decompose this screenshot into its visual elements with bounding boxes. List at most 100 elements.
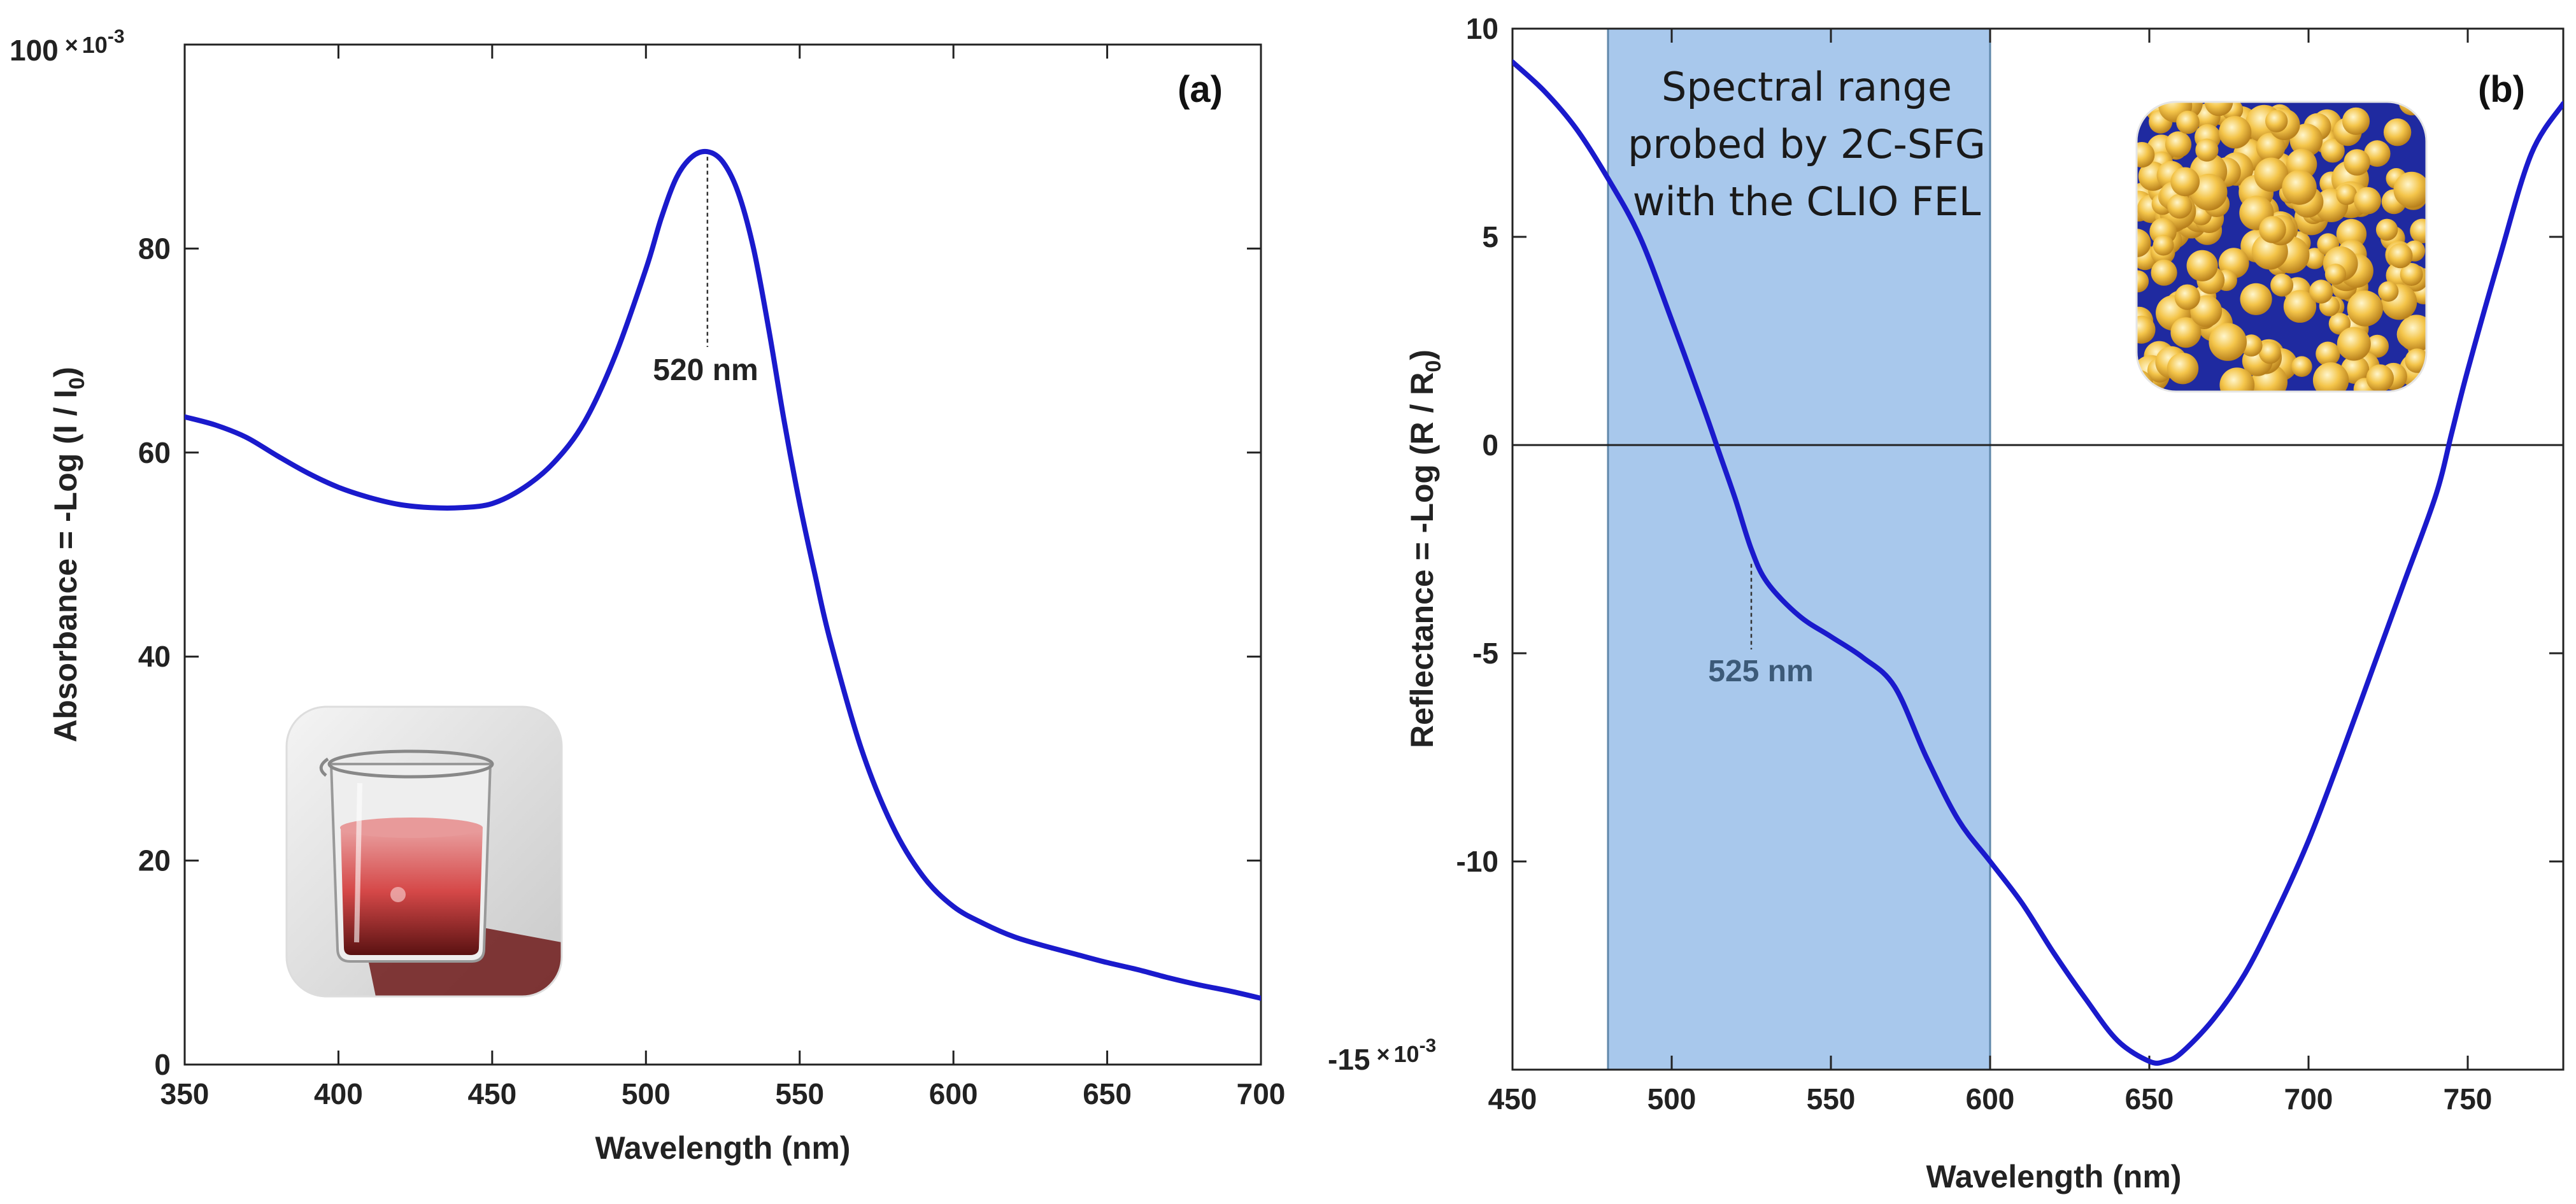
panel-b-label: (b) <box>2478 69 2525 110</box>
panel-b-y-scale-label: -15 × 10-3 <box>1328 1035 1436 1076</box>
afm-nanoparticle <box>2309 280 2333 304</box>
afm-nanoparticle <box>2151 259 2177 286</box>
panel-a-plot-frame <box>183 43 1262 1066</box>
afm-inset-frame <box>2135 101 2428 393</box>
panel-a-y-axis-title-main: Absorbance = -Log (I / I <box>48 390 83 742</box>
panel-b: 10 5 0 -5 -10 450 500 550 600 650 700 750 Spectral… <box>1328 12 2565 1194</box>
afm-nanoparticle <box>2354 187 2382 215</box>
panel-b-y-scale-value: -15 <box>1328 1043 1370 1076</box>
panel-b-y-axis-title-close: ) <box>1404 350 1440 360</box>
afm-nanoparticle <box>2137 315 2156 344</box>
afm-nanoparticle <box>2324 264 2346 285</box>
afm-nanoparticle <box>2240 283 2272 315</box>
panel-b-y-axis-title: Reflectance = -Log (R / R0) <box>1404 350 1446 748</box>
y-tick-label: -10 <box>1456 845 1498 878</box>
y-tick-label: 60 <box>138 436 171 469</box>
afm-nanoparticle <box>2153 234 2174 256</box>
panel-b-y-axis-title-subscript: 0 <box>1421 360 1446 372</box>
x-tick-label: 700 <box>1237 1077 1286 1110</box>
afm-nanoparticle <box>2282 170 2317 205</box>
x-tick-label: 400 <box>314 1077 363 1110</box>
x-tick-label: 600 <box>929 1077 978 1110</box>
afm-nanoparticle <box>2165 131 2192 158</box>
afm-inset-image <box>2137 102 2426 392</box>
y-tick-label: 80 <box>138 232 171 265</box>
afm-nanoparticle <box>2378 281 2399 302</box>
afm-nanoparticle <box>2195 138 2219 162</box>
afm-nanoparticle <box>2347 290 2383 327</box>
afm-nanoparticle <box>2259 216 2286 243</box>
afm-nanoparticle <box>2328 313 2351 335</box>
y-tick-label: 0 <box>1482 428 1498 462</box>
panel-b-y-scale-exponent: -3 <box>1420 1035 1437 1056</box>
x-tick-label: 650 <box>1083 1077 1132 1110</box>
x-tick-label: 450 <box>467 1077 516 1110</box>
x-tick-label: 700 <box>2284 1082 2333 1115</box>
x-tick-label: 500 <box>1647 1082 1697 1115</box>
afm-nanoparticle <box>2383 118 2412 146</box>
y-tick-label: -5 <box>1472 637 1498 670</box>
afm-nanoparticle <box>2254 157 2289 192</box>
x-tick-label: 550 <box>1807 1082 1856 1115</box>
afm-nanoparticle <box>2167 353 2199 385</box>
afm-nanoparticle <box>2283 290 2317 323</box>
y-tick-label: 20 <box>138 844 171 877</box>
afm-nanoparticle <box>2375 218 2398 241</box>
afm-nanoparticle <box>2336 184 2358 205</box>
afm-nanoparticle <box>2204 102 2233 117</box>
panel-b-plot-frame <box>1511 27 2565 1071</box>
afm-nanoparticle <box>2410 218 2426 244</box>
beaker-inset-image <box>287 707 562 996</box>
afm-nanoparticle <box>2170 317 2202 348</box>
afm-nanoparticle <box>2190 173 2228 211</box>
afm-nanoparticle <box>2137 142 2155 168</box>
panel-a-y-ticks: 0 20 40 60 80 <box>138 232 1261 1081</box>
panel-a-x-ticks: 350 400 450 500 550 600 650 700 <box>160 45 1286 1110</box>
band-text-line-1: Spectral range <box>1662 64 1952 110</box>
afm-nanoparticle <box>2398 315 2426 352</box>
afm-nanoparticle <box>2170 167 2200 197</box>
x-tick-label: 450 <box>1488 1082 1537 1115</box>
panel-a-y-scale-exponent: -3 <box>108 26 125 47</box>
y-tick-label: 40 <box>138 640 171 673</box>
afm-nanoparticle <box>2387 243 2413 269</box>
band-text-line-3: with the CLIO FEL <box>1633 178 1981 225</box>
afm-nanoparticle <box>2400 263 2423 286</box>
panel-a-y-axis-title: Absorbance = -Log (I / I0) <box>48 367 89 742</box>
afm-nanoparticle <box>2312 362 2349 392</box>
afm-nanoparticle <box>2219 367 2255 392</box>
afm-nanoparticle <box>2321 138 2345 163</box>
afm-nanoparticle <box>2167 194 2193 219</box>
absorbance-series-line <box>185 148 1261 1001</box>
x-tick-label: 550 <box>775 1077 824 1110</box>
panel-b-x-axis-title: Wavelength (nm) <box>1926 1159 2182 1194</box>
panel-a-y-scale-value: 100 <box>10 34 59 67</box>
afm-nanoparticle <box>2174 284 2200 310</box>
afm-nanoparticle <box>2364 140 2391 167</box>
afm-nanoparticle <box>2342 107 2370 135</box>
afm-nanoparticle <box>2316 341 2340 366</box>
x-tick-label: 650 <box>2125 1082 2174 1115</box>
reflectance-series-line <box>1512 59 2563 1066</box>
afm-nanoparticle <box>2393 171 2426 208</box>
afm-nanoparticle <box>2137 270 2149 293</box>
panel-a-y-axis-title-close: ) <box>48 367 83 378</box>
x-tick-label: 600 <box>1966 1082 2015 1115</box>
beaker-inset-frame <box>285 705 563 998</box>
afm-nanoparticle <box>2291 356 2312 377</box>
afm-nanoparticle <box>2265 110 2288 132</box>
absorbance-peak-label: 520 nm <box>653 353 758 387</box>
afm-nanoparticle <box>2137 369 2154 392</box>
panel-b-y-axis-title-main: Reflectance = -Log (R / R <box>1404 372 1440 748</box>
x-tick-label: 350 <box>160 1077 210 1110</box>
reflectance-feature-label: 525 nm <box>1708 655 1813 688</box>
afm-nanoparticle <box>2219 116 2252 149</box>
afm-nanoparticle <box>2270 273 2294 297</box>
y-tick-label: 0 <box>154 1048 171 1081</box>
panel-a-y-axis-title-subscript: 0 <box>65 378 89 390</box>
panel-a-y-scale-label: 100 × 10-3 <box>10 26 125 67</box>
x-tick-label: 750 <box>2444 1082 2493 1115</box>
y-tick-label: 10 <box>1466 12 1498 45</box>
afm-nanoparticle <box>2209 323 2247 361</box>
